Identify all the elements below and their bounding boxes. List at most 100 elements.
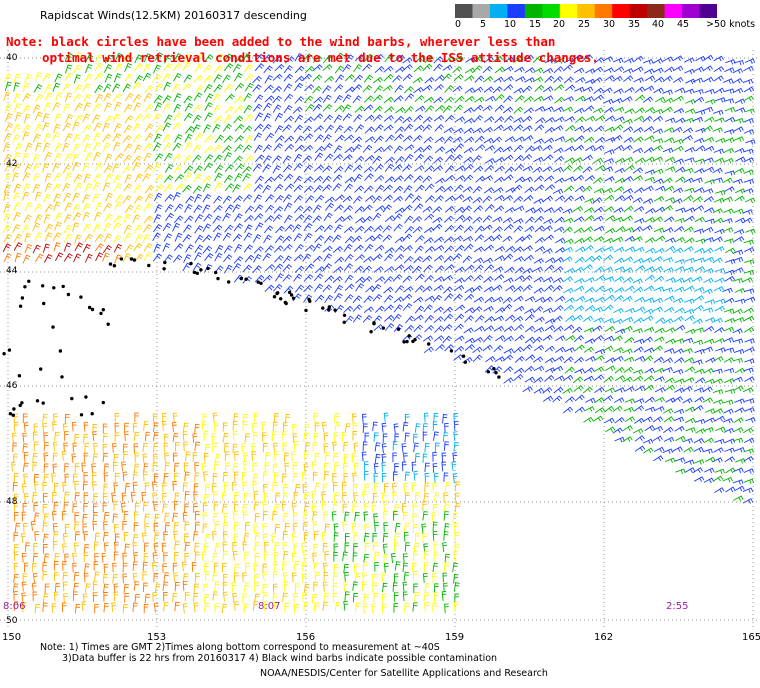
wind-barb <box>422 511 429 521</box>
wind-barb <box>333 165 344 174</box>
wind-barb <box>474 96 485 103</box>
wind-barb <box>634 445 646 452</box>
wind-barb <box>163 442 169 453</box>
wind-barb <box>42 413 48 424</box>
wind-barb <box>603 98 614 105</box>
wind-barb <box>743 367 754 373</box>
wind-barb <box>553 266 564 273</box>
wind-barb <box>524 376 536 383</box>
wind-barb <box>293 124 303 133</box>
wind-barb <box>323 443 329 454</box>
wind-barb <box>403 255 414 264</box>
wind-barb <box>372 315 383 324</box>
wind-barb <box>433 592 439 602</box>
wind-barb <box>274 472 279 482</box>
wind-barb <box>233 95 244 104</box>
wind-barb <box>654 96 666 103</box>
wind-barb <box>402 73 413 82</box>
wind-barb <box>13 82 20 92</box>
wind-barb <box>63 233 73 243</box>
wind-barb <box>43 133 52 143</box>
wind-barb <box>153 214 162 223</box>
wind-barb <box>13 93 21 103</box>
wind-barb <box>363 95 374 103</box>
wind-barb <box>622 295 633 302</box>
wind-barb <box>243 582 250 592</box>
wind-barb <box>385 215 396 222</box>
wind-barb <box>252 462 258 473</box>
wind-barb <box>743 148 754 154</box>
wind-barb <box>354 206 365 214</box>
wind-barb <box>463 107 474 114</box>
wind-barb <box>412 134 423 143</box>
wind-barb <box>283 173 294 182</box>
wind-barb <box>252 265 262 274</box>
wind-barb <box>542 296 554 303</box>
wind-barb <box>352 422 358 433</box>
wind-barb <box>423 226 435 234</box>
wind-barb <box>533 287 544 294</box>
wind-barb <box>253 194 263 203</box>
wind-barb <box>342 94 352 103</box>
wind-barb <box>83 472 88 482</box>
wind-barb <box>582 126 594 133</box>
wind-barb <box>483 187 495 194</box>
wind-barb <box>672 126 683 133</box>
wind-barb <box>92 472 97 483</box>
wind-barb <box>434 265 445 273</box>
wind-barb <box>352 483 358 494</box>
wind-barb <box>243 244 254 253</box>
wind-barb <box>355 283 365 292</box>
wind-barb <box>34 232 43 242</box>
wind-barb <box>373 266 384 273</box>
wind-barb <box>634 94 646 102</box>
wind-barb <box>622 256 634 263</box>
wind-barb <box>552 285 563 293</box>
wind-barb <box>563 304 575 312</box>
wind-barb <box>443 531 449 541</box>
wind-barb <box>123 531 129 542</box>
wind-barb <box>702 288 713 295</box>
wind-barb <box>422 255 433 263</box>
wind-barb <box>282 274 292 282</box>
wind-barb <box>524 336 536 344</box>
wind-barb <box>334 52 344 62</box>
wind-barb <box>332 234 342 243</box>
wind-barb <box>453 104 464 113</box>
wind-barb <box>214 521 220 531</box>
wind-barb <box>684 285 695 292</box>
wind-barb <box>423 96 435 103</box>
wind-barb <box>722 287 733 294</box>
wind-barb <box>242 165 252 174</box>
wind-barb <box>403 571 410 582</box>
wind-barb <box>352 592 359 603</box>
wind-barb <box>693 89 704 95</box>
wind-barb <box>404 413 410 424</box>
wind-barb <box>654 396 665 403</box>
wind-barb <box>412 602 418 612</box>
contamination-marker <box>7 348 12 352</box>
wind-barb <box>744 296 756 302</box>
wind-barb <box>262 164 272 173</box>
wind-barb <box>72 442 78 453</box>
wind-barb <box>512 184 523 192</box>
wind-barb <box>343 441 349 452</box>
wind-barb <box>293 441 299 451</box>
wind-barb <box>113 243 123 253</box>
wind-barb <box>634 296 645 303</box>
wind-barb <box>632 226 643 233</box>
wind-barb <box>424 183 435 192</box>
wind-barb <box>593 236 605 242</box>
wind-barb <box>493 76 504 83</box>
wind-barb <box>413 203 424 212</box>
wind-barb <box>232 463 239 473</box>
wind-barb <box>261 432 267 443</box>
wind-barb <box>394 115 405 124</box>
wind-barb <box>202 523 208 534</box>
wind-barb <box>24 244 33 254</box>
wind-barb <box>13 73 21 84</box>
wind-barb <box>214 603 219 613</box>
wind-barb <box>24 163 33 173</box>
wind-barb <box>234 123 245 132</box>
wind-barb <box>554 116 565 123</box>
